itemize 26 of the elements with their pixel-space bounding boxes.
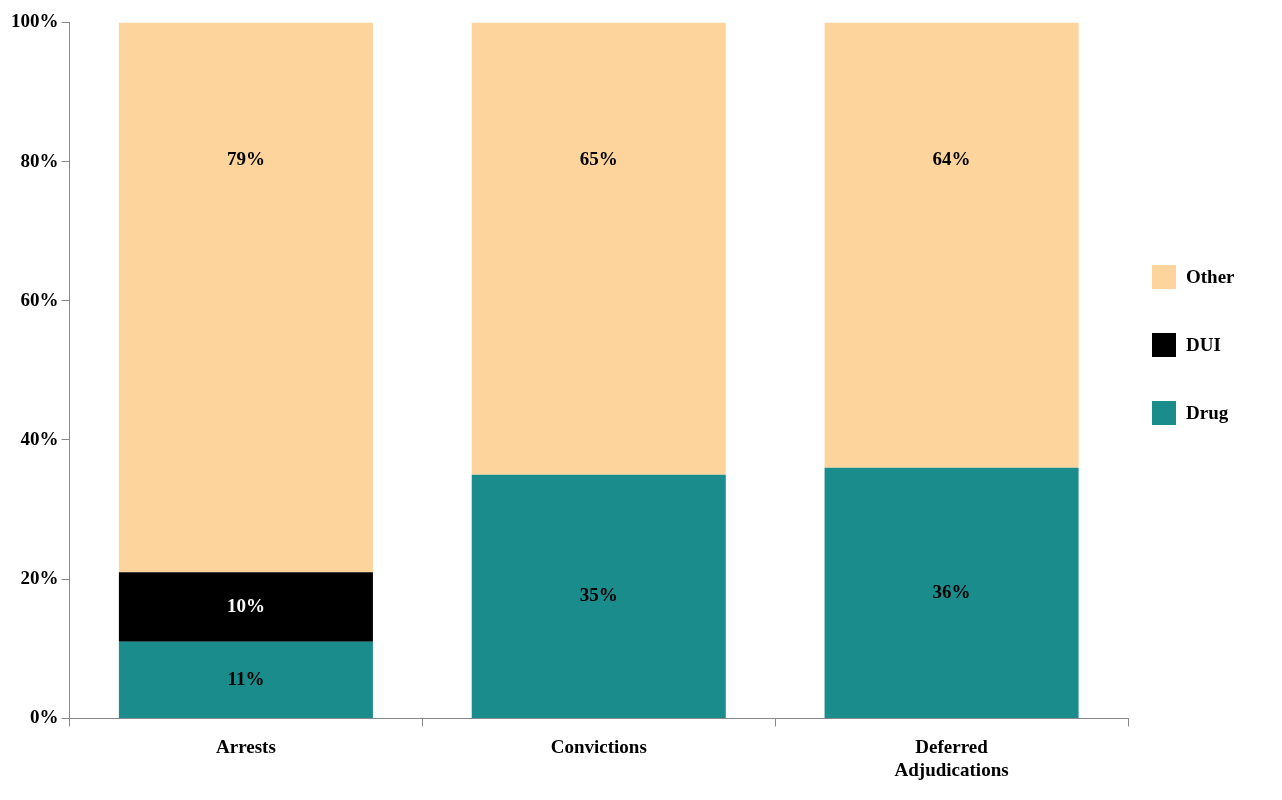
legend-label: DUI bbox=[1186, 334, 1221, 356]
data-label: 36% bbox=[932, 580, 971, 602]
legend-label: Drug bbox=[1186, 402, 1229, 424]
y-tick-label: 60% bbox=[20, 288, 59, 310]
data-label: 79% bbox=[226, 148, 265, 170]
x-tick-label: Arrests bbox=[216, 735, 276, 757]
data-label: 35% bbox=[579, 584, 618, 606]
bar bbox=[471, 22, 726, 475]
data-label: 11% bbox=[227, 667, 265, 689]
legend-label: Other bbox=[1186, 266, 1235, 288]
x-tick-label: Deferred Adjudications bbox=[894, 735, 1009, 780]
y-tick-label: 0% bbox=[30, 706, 59, 728]
y-tick-label: 80% bbox=[20, 149, 59, 171]
y-tick-label: 100% bbox=[11, 10, 59, 32]
bar bbox=[118, 572, 373, 642]
data-label: 10% bbox=[226, 594, 265, 616]
bar bbox=[824, 467, 1079, 718]
data-label: 65% bbox=[579, 148, 618, 170]
x-tick-label: Convictions bbox=[550, 735, 647, 757]
bar bbox=[824, 22, 1079, 468]
bar bbox=[471, 474, 726, 718]
data-label: 64% bbox=[932, 148, 971, 170]
y-tick-label: 40% bbox=[20, 427, 59, 449]
bar bbox=[118, 641, 373, 718]
bar bbox=[118, 22, 373, 573]
y-tick-label: 20% bbox=[20, 567, 59, 589]
